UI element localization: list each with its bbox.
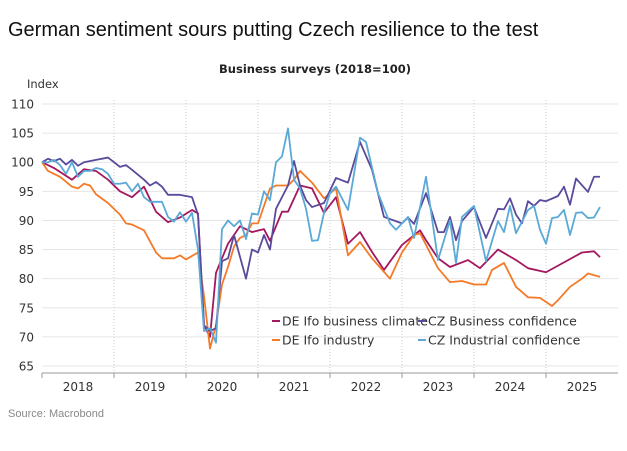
x-tick-label: 2023 [423,380,454,394]
legend-label: CZ Industrial confidence [428,333,581,348]
y-tick-label: 100 [11,156,34,170]
series-line-cz-business-confidence [41,140,600,332]
y-tick-label: 105 [11,127,34,141]
y-tick-label: 110 [11,98,34,112]
y-tick-label: 65 [19,360,34,374]
x-tick-label: 2021 [279,380,310,394]
y-tick-label: 75 [19,301,34,315]
legend-label: CZ Business confidence [428,314,577,329]
source-note: Source: Macrobond [8,408,104,420]
x-tick-label: 2020 [207,380,238,394]
legend-label: DE Ifo business climate [282,314,428,329]
page-title: German sentiment sours putting Czech res… [8,19,539,41]
series-line-cz-industrial-confidence [42,127,601,344]
x-tick-label: 2022 [351,380,382,394]
x-tick-label: 2019 [135,380,166,394]
x-tick-label: 2025 [567,380,598,394]
y-tick-label: 70 [19,330,34,344]
legend-label: DE Ifo industry [282,333,375,348]
series-line-de-ifo-industry [41,161,601,350]
y-axis-label: Index [27,77,59,91]
x-tick-label: 2018 [63,380,94,394]
chart-title: Business surveys (2018=100) [219,62,411,76]
y-tick-label: 90 [19,214,34,228]
y-tick-label: 85 [19,243,34,257]
y-tick-label: 80 [19,272,34,286]
y-tick-label: 95 [19,185,34,199]
x-tick-label: 2024 [495,380,526,394]
